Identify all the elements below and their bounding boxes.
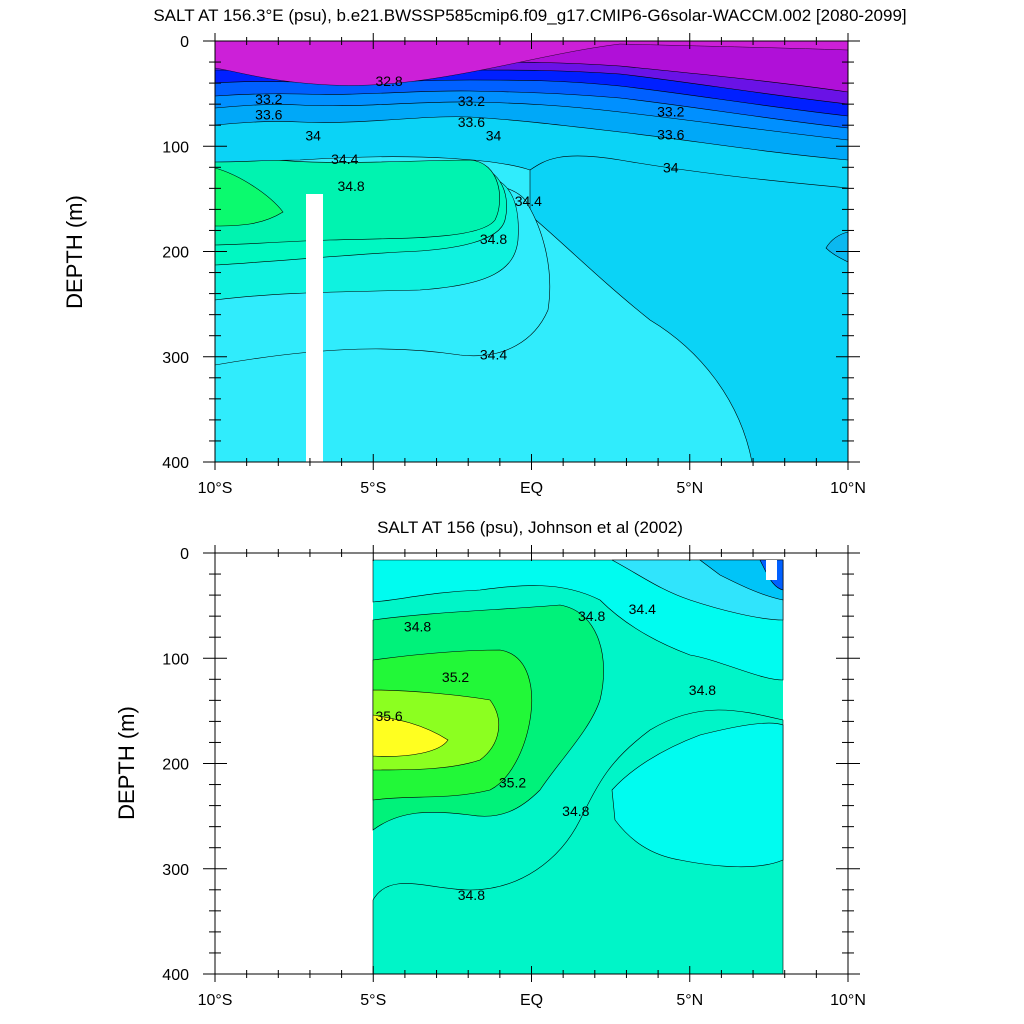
obs-x-tick-label: 5°S bbox=[360, 992, 386, 1009]
obs-y-tick-label: 400 bbox=[162, 967, 189, 984]
model-contour-label: 34.4 bbox=[480, 347, 507, 363]
model-contour-label: 34.4 bbox=[331, 151, 358, 167]
model-x-tick-label: 10°N bbox=[830, 480, 866, 497]
obs-x-tick-label: EQ bbox=[520, 992, 543, 1009]
model-y-tick-label: 400 bbox=[162, 455, 189, 472]
model-x-tick-label: EQ bbox=[520, 480, 543, 497]
model-contour-label: 33.6 bbox=[657, 127, 684, 143]
obs-contour-label: 35.2 bbox=[442, 669, 469, 685]
model-contour-label: 34 bbox=[663, 159, 679, 175]
obs-chart-title: SALT AT 156 (psu), Johnson et al (2002) bbox=[377, 518, 683, 537]
model-contour-label: 33.6 bbox=[255, 107, 282, 123]
obs-y-axis-title: DEPTH (m) bbox=[114, 706, 139, 820]
model-x-tick-label: 5°S bbox=[360, 480, 386, 497]
obs-panel: SALT AT 156 (psu), Johnson et al (2002) … bbox=[114, 518, 866, 1009]
model-contour-label: 34.4 bbox=[515, 193, 542, 209]
model-contour-fill bbox=[215, 41, 848, 462]
obs-tick-labels: 10°S 5°S EQ 5°N 10°N 0 100 200 300 400 bbox=[162, 546, 866, 1009]
model-y-axis-title: DEPTH (m) bbox=[62, 195, 87, 309]
model-y-tick-label: 100 bbox=[162, 139, 189, 156]
obs-y-tick-label: 300 bbox=[162, 862, 189, 879]
model-contour-label: 33.6 bbox=[458, 114, 485, 130]
obs-contour-label: 34.8 bbox=[689, 682, 716, 698]
model-x-tick-label: 10°S bbox=[198, 480, 233, 497]
obs-x-tick-label: 10°N bbox=[830, 992, 866, 1009]
obs-contour-label: 34.8 bbox=[458, 887, 485, 903]
obs-contour-label: 34.8 bbox=[404, 619, 431, 635]
model-contour-label: 34 bbox=[305, 128, 321, 144]
model-contour-label: 34.8 bbox=[337, 178, 364, 194]
obs-x-tick-label: 5°N bbox=[676, 992, 703, 1009]
model-x-tick-label: 5°N bbox=[676, 480, 703, 497]
model-chart-title: SALT AT 156.3°E (psu), b.e21.BWSSP585cmi… bbox=[153, 6, 906, 25]
model-contour-label: 34 bbox=[486, 128, 502, 144]
obs-y-tick-label: 0 bbox=[180, 546, 189, 563]
obs-contour-label: 34.4 bbox=[629, 601, 656, 617]
obs-contour-labels: 34.8 35.2 35.6 35.2 34.8 34.8 34.4 34.8 34.8 bbox=[375, 601, 716, 903]
model-contour-label: 32.8 bbox=[375, 73, 402, 89]
model-y-tick-label: 300 bbox=[162, 350, 189, 367]
model-y-tick-label: 0 bbox=[180, 34, 189, 51]
model-contour-label: 34.8 bbox=[480, 231, 507, 247]
model-tick-labels: 10°S 5°S EQ 5°N 10°N 0 100 200 300 400 bbox=[162, 34, 866, 497]
obs-y-tick-label: 200 bbox=[162, 757, 189, 774]
model-panel: SALT AT 156.3°E (psu), b.e21.BWSSP585cmi… bbox=[62, 6, 907, 497]
obs-contour-fill bbox=[372, 559, 784, 974]
obs-ticks bbox=[203, 545, 860, 982]
obs-x-tick-label: 10°S bbox=[198, 992, 233, 1009]
obs-y-tick-label: 100 bbox=[162, 651, 189, 668]
obs-contour-label: 34.8 bbox=[578, 608, 605, 624]
model-contour-label: 33.2 bbox=[255, 91, 282, 107]
obs-contour-label: 34.8 bbox=[562, 803, 589, 819]
model-ticks bbox=[203, 33, 860, 470]
model-y-tick-label: 200 bbox=[162, 245, 189, 262]
obs-contour-label: 35.6 bbox=[375, 708, 402, 724]
model-contour-labels: 32.833.233.63434.434.833.233.63434.434.8… bbox=[255, 73, 684, 363]
model-contour-label: 33.2 bbox=[458, 93, 485, 109]
obs-contour-label: 35.2 bbox=[499, 774, 526, 790]
model-contour-label: 33.2 bbox=[657, 104, 684, 120]
